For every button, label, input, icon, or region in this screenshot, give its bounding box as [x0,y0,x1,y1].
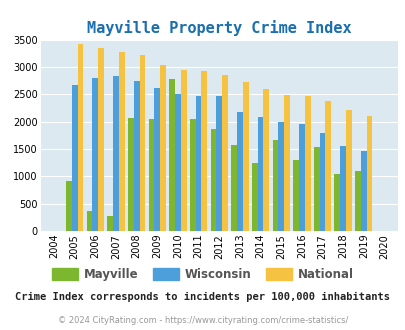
Text: Crime Index corresponds to incidents per 100,000 inhabitants: Crime Index corresponds to incidents per… [15,292,390,302]
Bar [304,96,310,231]
Bar [242,82,248,231]
Bar [284,95,289,231]
Bar [86,211,92,231]
Bar [210,129,216,231]
Bar [222,75,227,231]
Bar [201,71,207,231]
Bar [237,112,242,231]
Bar [360,150,366,231]
Bar [272,140,277,231]
Bar [92,78,98,231]
Bar [354,171,360,231]
Bar [180,70,186,231]
Bar [231,145,237,231]
Bar [366,115,371,231]
Bar [133,81,139,231]
Bar [148,119,154,231]
Bar [216,96,222,231]
Bar [263,89,269,231]
Bar [160,65,166,231]
Bar [107,216,113,231]
Bar [128,117,133,231]
Legend: Mayville, Wisconsin, National: Mayville, Wisconsin, National [47,263,358,286]
Bar [66,181,72,231]
Bar [251,163,257,231]
Bar [195,96,201,231]
Bar [334,174,339,231]
Bar [313,147,319,231]
Bar [72,85,77,231]
Bar [324,101,330,231]
Bar [339,146,345,231]
Bar [98,49,104,231]
Bar [154,88,160,231]
Bar [175,94,180,231]
Bar [257,117,263,231]
Bar [139,55,145,231]
Bar [119,52,124,231]
Bar [298,124,304,231]
Text: © 2024 CityRating.com - https://www.cityrating.com/crime-statistics/: © 2024 CityRating.com - https://www.city… [58,316,347,325]
Bar [319,133,324,231]
Bar [113,76,119,231]
Bar [292,160,298,231]
Bar [277,122,284,231]
Title: Mayville Property Crime Index: Mayville Property Crime Index [87,20,351,36]
Bar [190,119,195,231]
Bar [169,79,175,231]
Bar [77,44,83,231]
Bar [345,110,351,231]
